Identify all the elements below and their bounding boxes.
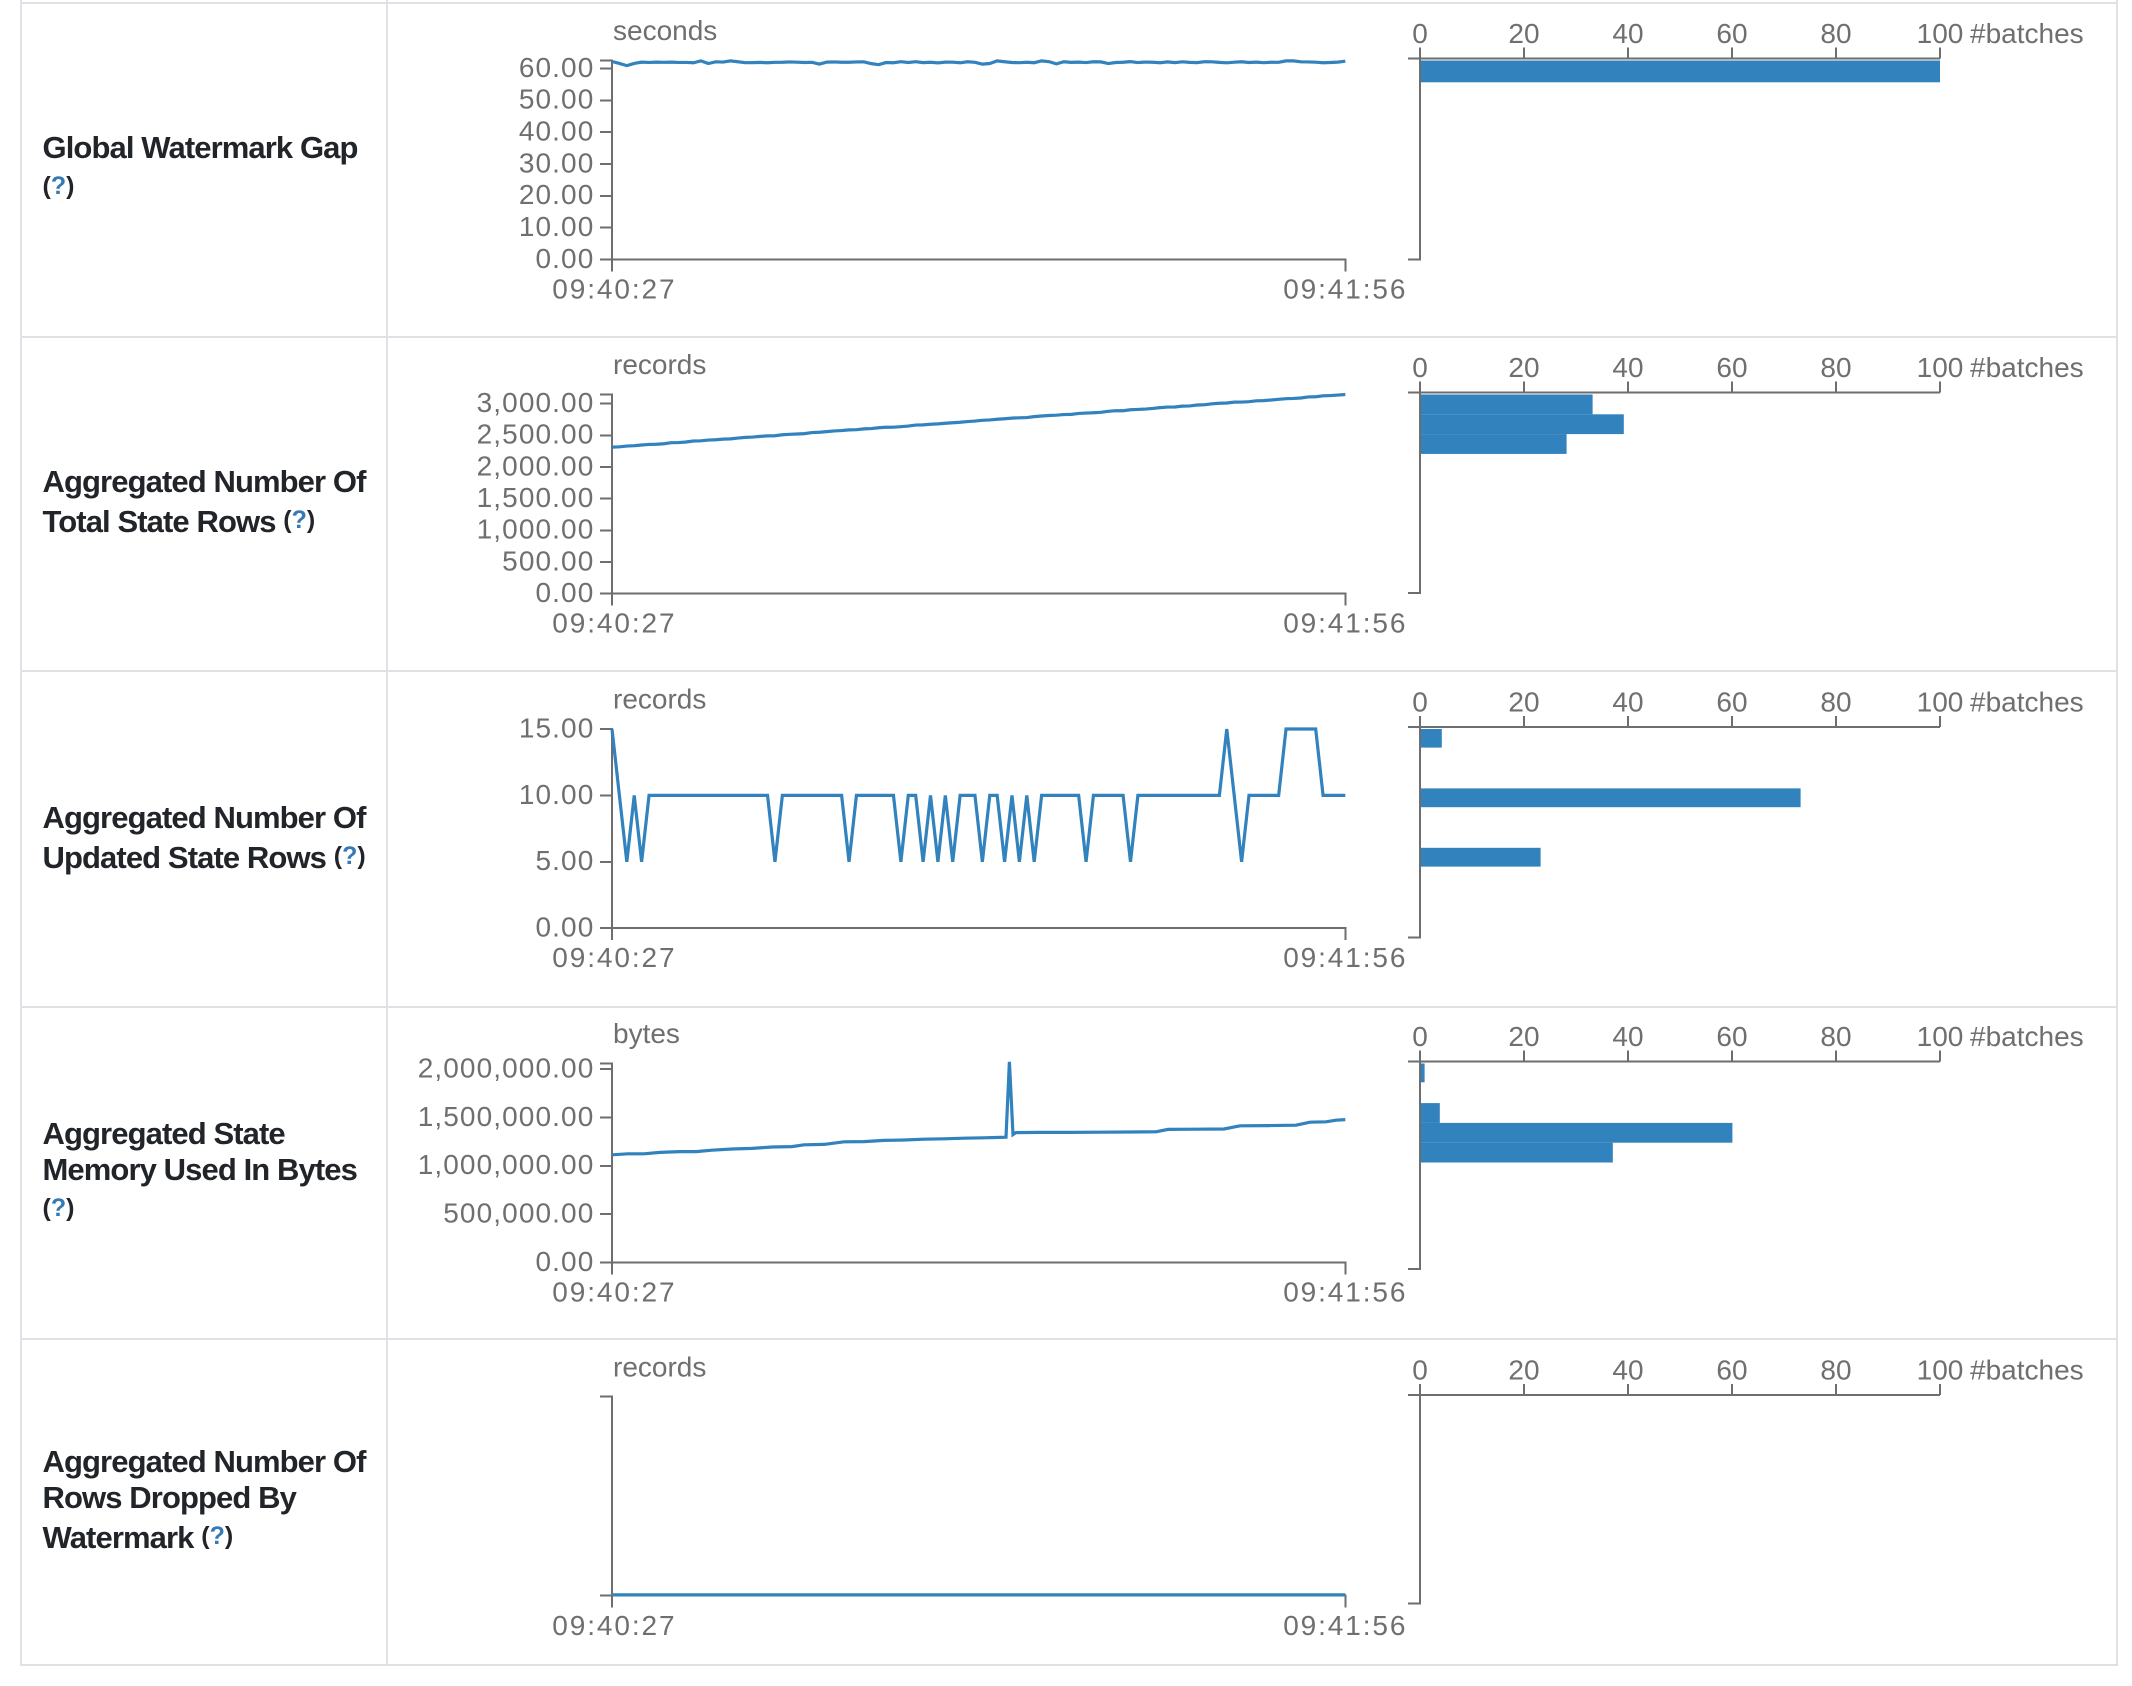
svg-text:10.00: 10.00 xyxy=(519,211,595,242)
svg-text:bytes: bytes xyxy=(613,1018,680,1049)
svg-text:100: 100 xyxy=(1917,686,1964,717)
svg-text:0: 0 xyxy=(1412,352,1428,383)
svg-text:10.00: 10.00 xyxy=(519,779,595,810)
svg-text:40.00: 40.00 xyxy=(519,116,595,147)
svg-text:20.00: 20.00 xyxy=(519,179,595,210)
svg-text:09:40:27: 09:40:27 xyxy=(552,608,676,639)
svg-text:5.00: 5.00 xyxy=(535,845,594,876)
svg-text:0: 0 xyxy=(1412,1021,1428,1052)
svg-text:60.00: 60.00 xyxy=(519,52,595,83)
svg-text:50.00: 50.00 xyxy=(519,84,595,115)
svg-text:1,500,000.00: 1,500,000.00 xyxy=(418,1101,595,1132)
svg-text:60: 60 xyxy=(1716,352,1747,383)
svg-text:40: 40 xyxy=(1612,1354,1643,1385)
svg-text:09:41:56: 09:41:56 xyxy=(1283,274,1407,305)
svg-text:2,000,000.00: 2,000,000.00 xyxy=(418,1053,595,1084)
svg-text:09:41:56: 09:41:56 xyxy=(1283,608,1407,639)
svg-text:#batches: #batches xyxy=(1970,1021,2084,1052)
svg-text:09:40:27: 09:40:27 xyxy=(552,274,676,305)
svg-text:2,500.00: 2,500.00 xyxy=(477,419,595,450)
svg-text:1,500.00: 1,500.00 xyxy=(477,482,595,513)
svg-text:#batches: #batches xyxy=(1970,686,2084,717)
svg-text:80: 80 xyxy=(1820,18,1851,49)
svg-text:20: 20 xyxy=(1508,686,1539,717)
svg-text:80: 80 xyxy=(1820,1021,1851,1052)
svg-text:30.00: 30.00 xyxy=(519,147,595,178)
svg-text:40: 40 xyxy=(1612,1021,1643,1052)
svg-text:09:40:27: 09:40:27 xyxy=(552,1277,676,1308)
svg-text:#batches: #batches xyxy=(1970,352,2084,383)
svg-text:80: 80 xyxy=(1820,686,1851,717)
svg-text:09:41:56: 09:41:56 xyxy=(1283,1610,1407,1641)
svg-text:records: records xyxy=(613,1351,706,1382)
svg-text:seconds: seconds xyxy=(613,15,717,46)
svg-text:09:40:27: 09:40:27 xyxy=(552,1610,676,1641)
svg-text:20: 20 xyxy=(1508,1354,1539,1385)
svg-text:20: 20 xyxy=(1508,1021,1539,1052)
svg-text:0: 0 xyxy=(1412,1354,1428,1385)
svg-text:0.00: 0.00 xyxy=(535,577,594,608)
svg-text:1,000,000.00: 1,000,000.00 xyxy=(418,1149,595,1180)
svg-text:09:41:56: 09:41:56 xyxy=(1283,1277,1407,1308)
svg-text:60: 60 xyxy=(1716,18,1747,49)
svg-text:100: 100 xyxy=(1917,1021,1964,1052)
svg-text:2,000.00: 2,000.00 xyxy=(477,450,595,481)
svg-text:100: 100 xyxy=(1917,18,1964,49)
svg-text:1,000.00: 1,000.00 xyxy=(477,514,595,545)
svg-text:100: 100 xyxy=(1917,1354,1964,1385)
svg-text:40: 40 xyxy=(1612,18,1643,49)
svg-text:0.00: 0.00 xyxy=(535,912,594,943)
svg-text:09:41:56: 09:41:56 xyxy=(1283,942,1407,973)
svg-text:20: 20 xyxy=(1508,352,1539,383)
svg-text:09:40:27: 09:40:27 xyxy=(552,942,676,973)
svg-text:#batches: #batches xyxy=(1970,18,2084,49)
svg-text:0: 0 xyxy=(1412,18,1428,49)
svg-text:0: 0 xyxy=(1412,686,1428,717)
svg-text:80: 80 xyxy=(1820,1354,1851,1385)
svg-text:#batches: #batches xyxy=(1970,1354,2084,1385)
svg-text:20: 20 xyxy=(1508,18,1539,49)
svg-text:0.00: 0.00 xyxy=(535,1246,594,1277)
svg-text:500.00: 500.00 xyxy=(502,545,594,576)
svg-text:3,000.00: 3,000.00 xyxy=(477,387,595,418)
svg-text:15.00: 15.00 xyxy=(519,712,595,743)
svg-text:records: records xyxy=(613,683,706,714)
svg-text:60: 60 xyxy=(1716,1021,1747,1052)
svg-text:records: records xyxy=(613,349,706,380)
svg-text:80: 80 xyxy=(1820,352,1851,383)
svg-text:60: 60 xyxy=(1716,686,1747,717)
svg-text:500,000.00: 500,000.00 xyxy=(443,1198,594,1229)
svg-text:40: 40 xyxy=(1612,352,1643,383)
svg-text:40: 40 xyxy=(1612,686,1643,717)
svg-text:60: 60 xyxy=(1716,1354,1747,1385)
svg-text:100: 100 xyxy=(1917,352,1964,383)
svg-text:0.00: 0.00 xyxy=(535,243,594,274)
